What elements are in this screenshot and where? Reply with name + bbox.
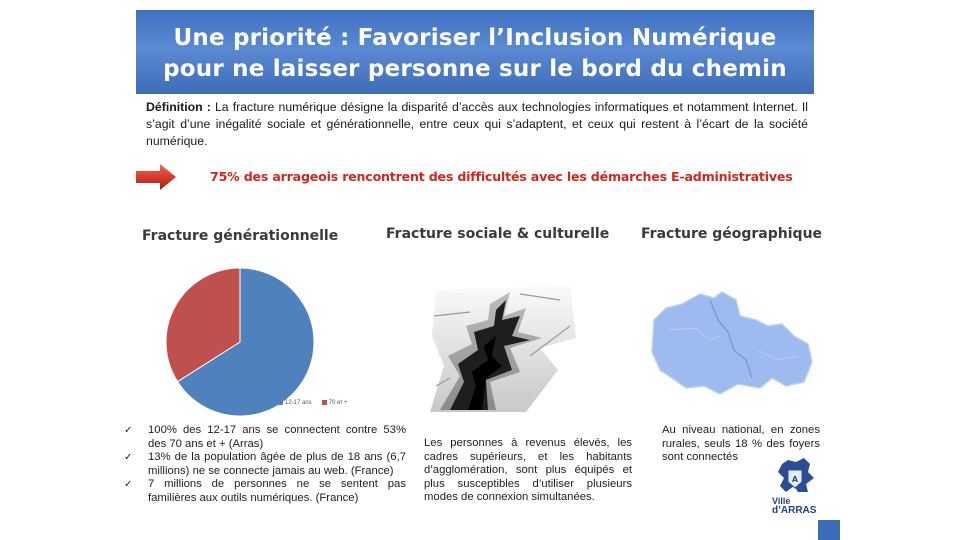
list-item: ✓ 100% des 12-17 ans se connectent contre… <box>124 424 406 451</box>
title-line-2: pour ne laisser personne sur le bord du … <box>163 56 787 82</box>
bullet-text: 100% des 12-17 ans se connectent contre … <box>148 424 406 450</box>
pie-slice-12-17-ans <box>176 267 315 417</box>
legend-swatch-red <box>321 400 327 405</box>
corner-decoration <box>818 520 840 540</box>
social-description: Les personnes à revenus élevés, les cadr… <box>424 437 632 503</box>
legend-item-70-plus: 70 et + <box>321 400 348 407</box>
bullet-text: 13% de la population âgée de plus de 18 … <box>148 451 406 477</box>
arras-logo: A <box>778 458 814 492</box>
title-line-1: Une priorité : Favoriser l’Inclusion Num… <box>173 25 777 51</box>
legend-item-12-17: 12-17 ans <box>278 400 312 406</box>
generational-bullet-list: ✓ 100% des 12-17 ans se connectent contre… <box>124 424 406 505</box>
generational-pie-chart <box>165 267 315 417</box>
ground-crack-image <box>430 286 576 412</box>
check-icon: ✓ <box>124 452 133 463</box>
arras-logo-text: Ville d’ARRAS <box>772 496 817 516</box>
pie-slice-70-et- <box>165 267 241 383</box>
geographic-description: Au niveau national, en zones rurales, se… <box>662 424 820 463</box>
legend-label-70-plus: 70 et + <box>328 400 348 407</box>
nord-pas-de-calais-map <box>651 291 813 395</box>
check-icon: ✓ <box>124 425 133 436</box>
highlight-statistic: 75% des arrageois rencontrent des diffic… <box>210 169 793 184</box>
column-title-social: Fracture sociale & culturelle <box>386 226 610 242</box>
list-item: ✓ 7 millions de personnes ne se sentent p… <box>124 478 406 505</box>
title-banner: Une priorité : Favoriser l’Inclusion Num… <box>136 10 814 94</box>
red-arrow-icon <box>136 164 176 190</box>
bullet-text: 7 millions de personnes ne se sentent pa… <box>148 478 406 504</box>
logo-line-1: Ville <box>772 496 791 506</box>
pie-legend: 12-17 ans 70 et + <box>278 400 347 406</box>
check-icon: ✓ <box>124 479 133 490</box>
column-title-generational: Fracture générationnelle <box>142 228 339 244</box>
list-item: ✓ 13% de la population âgée de plus de 18… <box>124 451 406 478</box>
column-title-geographic: Fracture géographique <box>641 226 823 242</box>
definition-text: La fracture numérique désigne la dispari… <box>146 100 808 148</box>
logo-line-2: d’ARRAS <box>772 505 817 516</box>
legend-swatch-blue <box>278 400 283 405</box>
svg-text:A: A <box>792 475 799 484</box>
legend-label-12-17: 12-17 ans <box>285 400 312 407</box>
definition-label: Définition : <box>146 100 211 114</box>
definition-paragraph: Définition : La fracture numérique désig… <box>146 99 808 150</box>
